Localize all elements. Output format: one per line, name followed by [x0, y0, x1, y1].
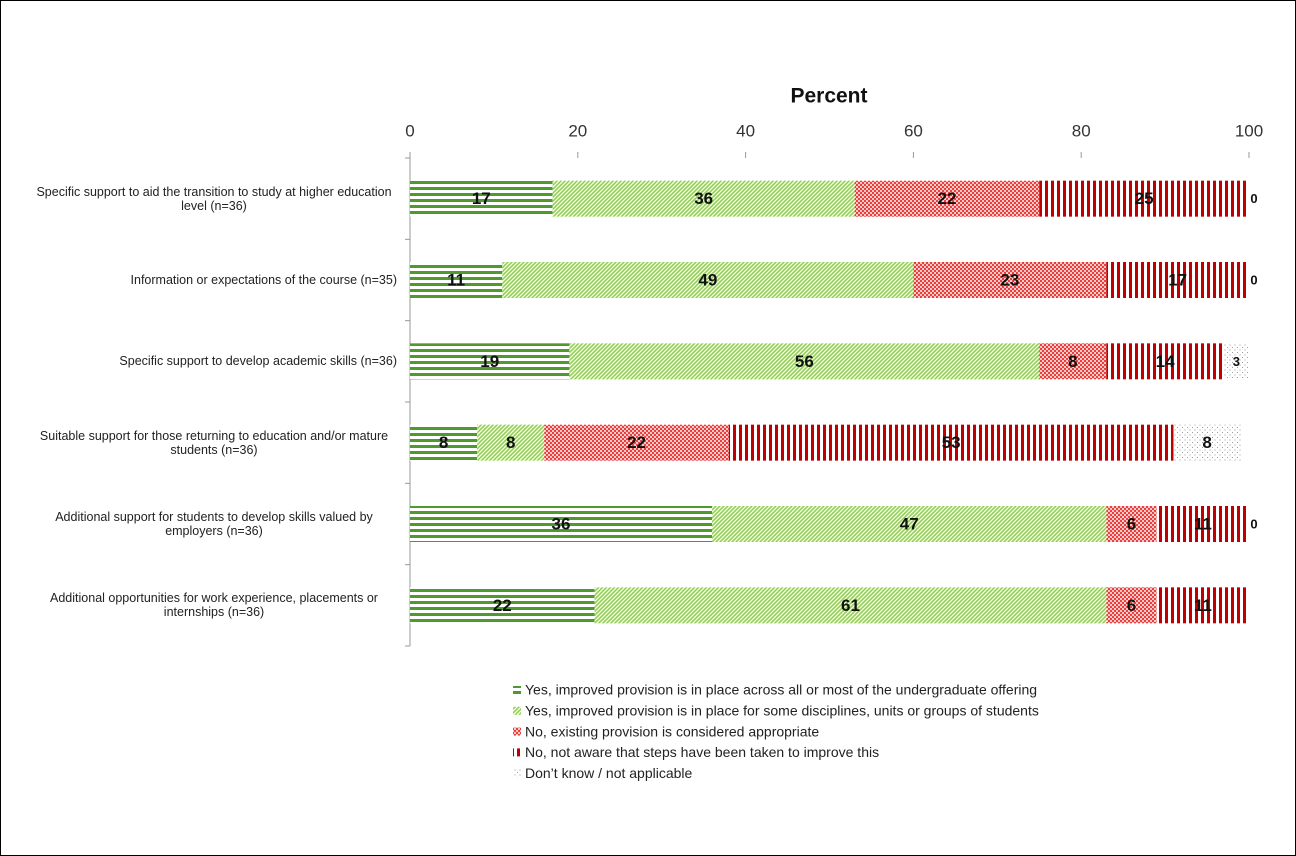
data-label: 36 — [694, 189, 713, 208]
x-tick-label: 100 — [1235, 121, 1263, 140]
data-label: 8 — [506, 433, 515, 452]
data-label: 61 — [841, 596, 860, 615]
data-label: 6 — [1127, 514, 1136, 533]
legend-label: Yes, improved provision is in place acro… — [525, 682, 1037, 698]
legend-swatch — [513, 706, 521, 715]
x-tick-label: 0 — [405, 121, 414, 140]
axis-title: Percent — [790, 85, 867, 108]
data-label: 14 — [1156, 352, 1175, 371]
data-label: 49 — [698, 270, 717, 289]
bar-segment — [410, 180, 553, 217]
x-tick-label: 60 — [904, 121, 923, 140]
legend-swatch — [513, 727, 521, 736]
bar-segment — [410, 343, 570, 380]
data-label: 47 — [900, 514, 919, 533]
data-label: 36 — [552, 514, 571, 533]
data-label: 56 — [795, 352, 814, 371]
category-label: Additional opportunities for work experi… — [31, 580, 397, 630]
category-label: Additional support for students to devel… — [31, 499, 397, 549]
bar-segment — [569, 343, 1040, 380]
data-label: 11 — [447, 270, 465, 289]
bar-segment — [1173, 424, 1241, 461]
legend-label: Don’t know / not applicable — [525, 765, 693, 781]
legend-label: No, existing provision is considered app… — [525, 723, 819, 739]
legend-label: No, not aware that steps have been taken… — [525, 744, 879, 760]
legend-swatch — [513, 748, 521, 757]
data-label: 8 — [1202, 433, 1211, 452]
bar-segment — [1106, 343, 1224, 380]
category-text: Specific support to develop academic ski… — [119, 354, 397, 369]
data-label: 3 — [1233, 354, 1240, 369]
data-label: 19 — [480, 352, 499, 371]
bar-segment — [1106, 262, 1249, 298]
category-label: Information or expectations of the cours… — [31, 255, 397, 305]
data-label: 53 — [942, 433, 961, 452]
category-text: Specific support to aid the transition t… — [36, 184, 392, 213]
data-label: 6 — [1127, 596, 1136, 615]
bar-segment — [913, 262, 1107, 298]
data-label: 22 — [937, 189, 956, 208]
data-label: 0 — [1250, 272, 1257, 287]
category-text: Additional support for students to devel… — [55, 510, 373, 538]
bar-segment — [1156, 587, 1249, 624]
bar-segment — [410, 424, 478, 461]
bar-segment — [854, 180, 1040, 217]
bar-segment — [594, 587, 1107, 624]
bar-segment — [502, 262, 914, 298]
data-label: 17 — [1168, 270, 1187, 289]
bar-segment — [477, 424, 545, 461]
legend-swatch — [513, 769, 521, 778]
data-label: 17 — [472, 189, 491, 208]
bar-segment — [552, 180, 855, 217]
data-label: 23 — [1000, 270, 1019, 289]
category-label: Suitable support for those returning to … — [31, 418, 397, 468]
data-label: 25 — [1135, 189, 1154, 208]
bar-segment — [1106, 506, 1157, 542]
legend-swatch — [513, 686, 521, 694]
data-label: 22 — [493, 596, 512, 615]
x-tick-label: 40 — [736, 121, 755, 140]
data-label: 11 — [1194, 596, 1212, 615]
x-tick-label: 20 — [568, 121, 587, 140]
category-label: Specific support to aid the transition t… — [31, 174, 397, 224]
category-label: Specific support to develop academic ski… — [31, 336, 397, 386]
data-label: 11 — [1194, 514, 1212, 533]
data-label: 8 — [1068, 352, 1077, 371]
bar-segment — [1223, 343, 1249, 380]
data-label: 8 — [439, 433, 448, 452]
data-label: 0 — [1250, 516, 1257, 531]
bar-segment — [410, 262, 503, 298]
x-tick-label: 80 — [1072, 121, 1091, 140]
category-text: Information or expectations of the cours… — [130, 273, 397, 287]
category-text: Additional opportunities for work experi… — [50, 591, 378, 620]
bar-segment — [1156, 506, 1249, 542]
bar-segment — [712, 506, 1107, 542]
bar-segment — [544, 424, 729, 461]
bar-segment — [410, 587, 595, 624]
bar-segment — [1039, 180, 1249, 217]
bar-segment — [1106, 587, 1157, 624]
bar-segment — [410, 506, 713, 542]
category-text: Suitable support for those returning to … — [39, 428, 389, 457]
data-label: 0 — [1250, 191, 1257, 206]
legend-label: Yes, improved provision is in place for … — [525, 703, 1039, 719]
bar-segment — [728, 424, 1174, 461]
bar-segment — [1039, 343, 1107, 380]
data-label: 22 — [627, 433, 646, 452]
